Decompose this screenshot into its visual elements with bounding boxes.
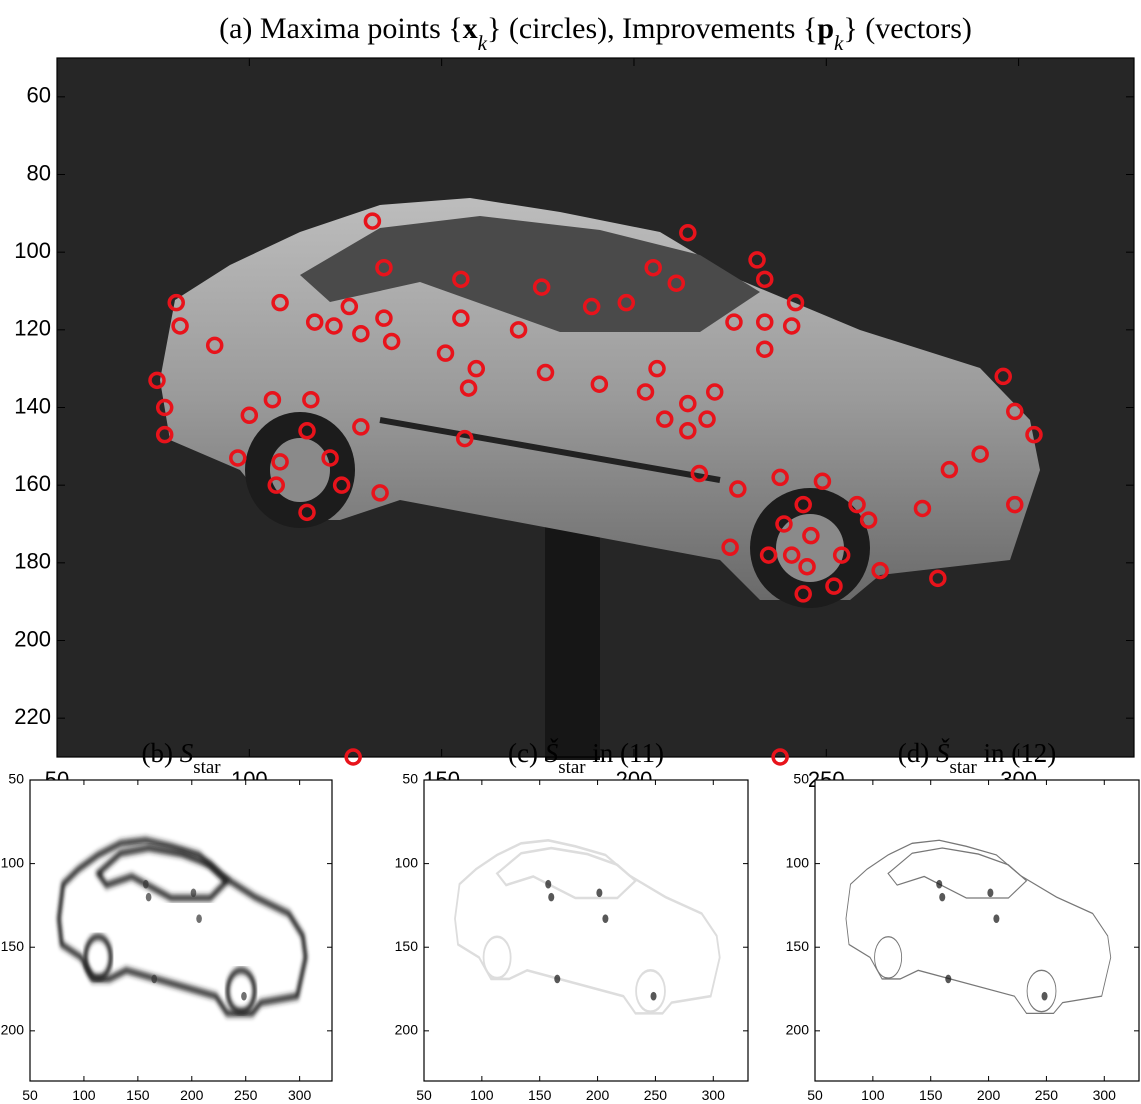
page: 50 100 150 200 250 300 60 80 100 120 140 160 180 200 2… [0, 0, 1141, 1104]
response-spot [596, 889, 602, 898]
title-part: (a) Maxima points { [219, 12, 463, 45]
figure: 50 100 150 200 250 300 60 80 100 120 140 160 180 200 2… [0, 0, 1141, 1104]
x-tick-label: 100 [470, 1087, 494, 1103]
title-part: star [949, 757, 977, 778]
y-tick-label: 140 [14, 393, 51, 418]
response-spot [196, 914, 202, 923]
title-part: Š [936, 738, 950, 768]
y-tick-label: 200 [14, 626, 51, 651]
title-part: } (vectors) [843, 12, 972, 45]
response-spot [241, 992, 247, 1001]
title-part: (d) [898, 738, 936, 768]
y-tick-label: 200 [395, 1022, 419, 1038]
panel: 50 100 150 200 250 300 50 100 150 200 (b) Sstar [1, 738, 332, 1103]
x-tick-label: 300 [1093, 1087, 1117, 1103]
x-tick-label: 50 [22, 1087, 38, 1103]
x-tick-label: 100 [72, 1087, 96, 1103]
y-tick-label: 180 [14, 549, 51, 574]
response-spot [939, 893, 945, 902]
y-tick-label: 80 [27, 160, 51, 185]
y-tick-label: 100 [395, 854, 419, 870]
panel: 50 100 150 200 250 300 50 100 150 200 (d) Šstar in… [786, 738, 1139, 1103]
x-tick-label: 100 [861, 1087, 885, 1103]
title-part: } (circles), Improvements { [487, 12, 817, 45]
title-part: x [463, 12, 478, 45]
panel: 50 100 150 200 250 300 50 100 150 200 (c) Šstar in… [395, 738, 748, 1103]
x-tick-label: 250 [644, 1087, 668, 1103]
y-tick-label: 120 [14, 316, 51, 341]
response-spot [545, 880, 551, 889]
response-spot [987, 889, 993, 898]
y-tick-label: 150 [395, 938, 419, 954]
response-spot [548, 893, 554, 902]
image-background [30, 780, 332, 1081]
title-part: p [817, 12, 834, 45]
image-background [815, 780, 1139, 1081]
x-tick-label: 300 [288, 1087, 312, 1103]
x-tick-label: 250 [234, 1087, 258, 1103]
y-tick-label: 200 [786, 1022, 810, 1038]
y-tick-label: 220 [14, 704, 51, 729]
x-tick-label: 50 [807, 1087, 823, 1103]
title-part: star [193, 757, 221, 778]
y-tick-label: 50 [793, 771, 809, 787]
x-tick-label: 250 [1035, 1087, 1059, 1103]
response-spot [993, 914, 999, 923]
image-background [424, 780, 748, 1081]
title-part: in (12) [977, 738, 1056, 768]
y-tick-label: 150 [786, 938, 810, 954]
y-tick-label: 50 [8, 771, 24, 787]
response-spot [151, 975, 157, 984]
x-tick-label: 200 [586, 1087, 610, 1103]
x-tick-label: 150 [919, 1087, 943, 1103]
response-spot [191, 889, 197, 898]
y-tick-label: 60 [27, 83, 51, 108]
response-spot [651, 992, 657, 1001]
y-tick-label: 150 [1, 938, 25, 954]
x-tick-label: 150 [126, 1087, 150, 1103]
x-tick-label: 50 [416, 1087, 432, 1103]
pole [545, 500, 600, 760]
response-spot [1042, 992, 1048, 1001]
response-spot [945, 975, 951, 984]
response-spot [146, 893, 152, 902]
y-tick-label: 100 [1, 854, 25, 870]
y-tick-label: 200 [1, 1022, 25, 1038]
title-part: Š [545, 738, 559, 768]
response-spot [554, 975, 560, 984]
y-tick-label: 50 [402, 771, 418, 787]
response-spot [143, 880, 149, 889]
y-tick-label: 160 [14, 471, 51, 496]
x-tick-label: 200 [977, 1087, 1001, 1103]
title-part: in (11) [586, 738, 664, 768]
response-spot [602, 914, 608, 923]
response-spot [936, 880, 942, 889]
x-tick-label: 200 [180, 1087, 204, 1103]
y-tick-label: 100 [786, 854, 810, 870]
title-part: star [558, 757, 586, 778]
y-tick-label: 100 [14, 238, 51, 263]
title-part: (c) [508, 738, 545, 768]
chart-title: (a) Maxima points {xk} (circles), Improv… [219, 12, 972, 55]
x-tick-label: 150 [528, 1087, 552, 1103]
title-part: (b) [141, 738, 179, 768]
title-part: S [180, 738, 194, 768]
x-tick-label: 300 [702, 1087, 726, 1103]
